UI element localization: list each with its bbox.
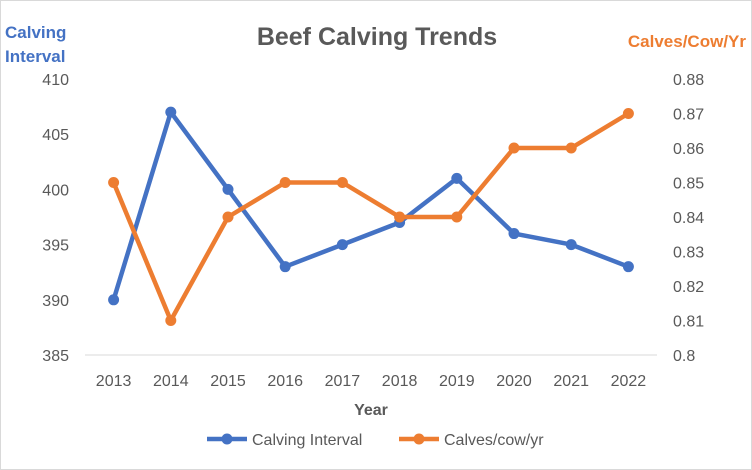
calving-interval-line — [111, 109, 631, 303]
calves-cow-yr-point — [622, 108, 634, 119]
calves-cow-yr-point — [222, 211, 234, 223]
left-tick-label: 395 — [42, 238, 69, 255]
calves-cow-yr-point — [451, 211, 463, 223]
x-tick-label: 2015 — [210, 373, 246, 390]
left-axis: 385 390 395 400 405 410 — [42, 72, 69, 365]
x-tick-label: 2016 — [267, 373, 303, 390]
x-axis-title: Year — [354, 402, 388, 419]
x-tick-label: 2019 — [439, 373, 475, 390]
calves-cow-yr-legend-label: Calves/cow/yr — [444, 432, 544, 449]
calves-cow-yr-point — [108, 177, 120, 188]
calves-cow-yr-point — [165, 315, 177, 326]
calving-interval-point — [165, 106, 177, 118]
calving-interval-point — [451, 172, 463, 184]
x-tick-label: 2013 — [96, 373, 132, 390]
calves-cow-yr-line — [111, 111, 631, 323]
left-axis-title-line1: Calving — [5, 23, 66, 42]
x-tick-label: 2017 — [325, 373, 361, 390]
calving-interval-point — [565, 239, 577, 251]
calving-interval-point — [108, 294, 120, 306]
calves-cow-yr-point — [336, 177, 348, 188]
calves-cow-yr-point — [565, 142, 577, 154]
right-tick-label: 0.82 — [673, 279, 704, 296]
calving-interval-legend-marker — [221, 433, 233, 445]
left-tick-label: 390 — [42, 293, 69, 310]
x-tick-label: 2018 — [382, 373, 418, 390]
right-tick-label: 0.85 — [673, 176, 704, 193]
calving-interval-point — [222, 183, 234, 195]
right-tick-label: 0.8 — [673, 348, 695, 365]
x-tick-label: 2014 — [153, 373, 189, 390]
calving-interval-legend-label: Calving Interval — [252, 432, 362, 449]
chart-title: Beef Calving Trends — [257, 23, 497, 51]
right-tick-label: 0.86 — [673, 141, 704, 158]
legend: Calving Interval Calves/cow/yr — [207, 432, 544, 449]
series-layer — [108, 106, 634, 326]
x-tick-label: 2021 — [553, 373, 589, 390]
calves-cow-yr-legend-marker — [413, 433, 425, 445]
left-axis-title-line2: Interval — [5, 47, 65, 66]
right-tick-label: 0.87 — [673, 107, 704, 124]
calving-interval-point — [622, 261, 634, 273]
x-axis: 2013 2014 2015 2016 2017 2018 2019 2020 2021 2022 — [96, 373, 646, 390]
right-tick-label: 0.83 — [673, 245, 704, 262]
calves-cow-yr-point — [508, 142, 520, 154]
x-tick-label: 2020 — [496, 373, 532, 390]
calving-interval-point — [508, 228, 520, 240]
left-tick-label: 385 — [42, 348, 69, 365]
right-axis: 0.8 0.81 0.82 0.83 0.84 0.85 0.86 0.87 0.88 — [673, 72, 704, 365]
right-tick-label: 0.84 — [673, 210, 704, 227]
calving-interval-point — [279, 261, 291, 273]
calves-cow-yr-point — [279, 177, 291, 188]
left-tick-label: 410 — [42, 72, 69, 89]
right-tick-label: 0.81 — [673, 314, 704, 331]
calving-interval-point — [336, 239, 348, 251]
left-tick-label: 405 — [42, 127, 69, 144]
calves-cow-yr-point — [394, 211, 406, 223]
x-tick-label: 2022 — [611, 373, 647, 390]
left-tick-label: 400 — [42, 182, 69, 199]
right-axis-title: Calves/Cow/Yr — [628, 32, 746, 51]
right-tick-label: 0.88 — [673, 72, 704, 89]
